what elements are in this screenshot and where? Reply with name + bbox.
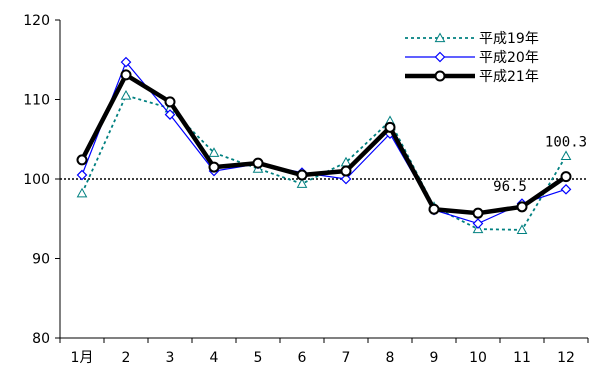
x-tick-label: 2 bbox=[122, 350, 131, 366]
series-2-line bbox=[81, 60, 567, 225]
series-3-point bbox=[560, 171, 572, 183]
legend-item: 平成20年 bbox=[405, 50, 539, 66]
legend-item: 平成19年 bbox=[405, 31, 539, 47]
series-3-point bbox=[428, 203, 440, 215]
y-tick-label: 100 bbox=[23, 172, 50, 188]
x-tick-label: 5 bbox=[254, 350, 263, 366]
y-tick-label: 110 bbox=[23, 93, 50, 109]
x-tick-label: 10 bbox=[469, 350, 487, 366]
legend-label: 平成19年 bbox=[479, 31, 539, 47]
legend-item: 平成21年 bbox=[405, 69, 539, 85]
x-tick-label: 4 bbox=[210, 350, 219, 366]
series-1-point bbox=[516, 224, 528, 234]
series-1-point bbox=[208, 147, 220, 157]
legend-label: 平成21年 bbox=[479, 69, 539, 85]
legend-swatch-marker bbox=[434, 32, 446, 43]
series-2-point bbox=[472, 218, 484, 229]
series-1-point bbox=[560, 150, 572, 161]
series-3-point bbox=[252, 157, 264, 169]
x-tick-label: 12 bbox=[557, 350, 575, 366]
x-tick-label: 9 bbox=[430, 350, 439, 366]
series-2-point bbox=[76, 169, 88, 181]
series-2-point bbox=[164, 109, 176, 120]
legend-swatch-marker bbox=[434, 51, 446, 63]
axes: 80 90 100 110 120 1月 2 3 4 5 6 7 8 9 10 11 12 bbox=[23, 13, 589, 366]
series-3-point bbox=[384, 121, 396, 133]
series-3-point bbox=[340, 165, 352, 177]
series-2-point bbox=[340, 173, 352, 185]
annotations: 100.3 96.5 bbox=[493, 135, 587, 195]
series-3-point bbox=[472, 207, 484, 219]
series-3 bbox=[76, 69, 572, 219]
data-label: 100.3 bbox=[545, 135, 587, 151]
y-tick-label: 120 bbox=[23, 13, 50, 29]
series-3-point bbox=[208, 161, 220, 173]
series-3-point bbox=[296, 169, 308, 181]
series-3-point bbox=[164, 96, 176, 108]
x-tick-label: 1月 bbox=[71, 350, 94, 366]
x-tick-label: 11 bbox=[513, 350, 531, 366]
series-group bbox=[76, 56, 572, 234]
y-tick-label: 90 bbox=[32, 252, 50, 268]
series-3-point bbox=[76, 154, 88, 166]
series-1-point bbox=[120, 89, 132, 100]
series-1-point bbox=[296, 178, 308, 188]
legend-swatch-marker bbox=[434, 70, 446, 82]
x-tick-label: 8 bbox=[386, 350, 395, 366]
legend-label: 平成20年 bbox=[479, 50, 539, 66]
series-3-point bbox=[120, 69, 132, 81]
series-2-point bbox=[560, 183, 572, 195]
series-2-point bbox=[120, 56, 132, 68]
series-3-point bbox=[516, 201, 528, 213]
y-tick-label: 80 bbox=[32, 331, 50, 347]
x-tick-label: 3 bbox=[166, 350, 175, 366]
data-label: 96.5 bbox=[493, 179, 527, 195]
series-3-line bbox=[80, 72, 568, 216]
x-tick-label: 6 bbox=[298, 350, 307, 366]
series-1-point bbox=[76, 187, 88, 198]
x-tick-label: 7 bbox=[342, 350, 351, 366]
